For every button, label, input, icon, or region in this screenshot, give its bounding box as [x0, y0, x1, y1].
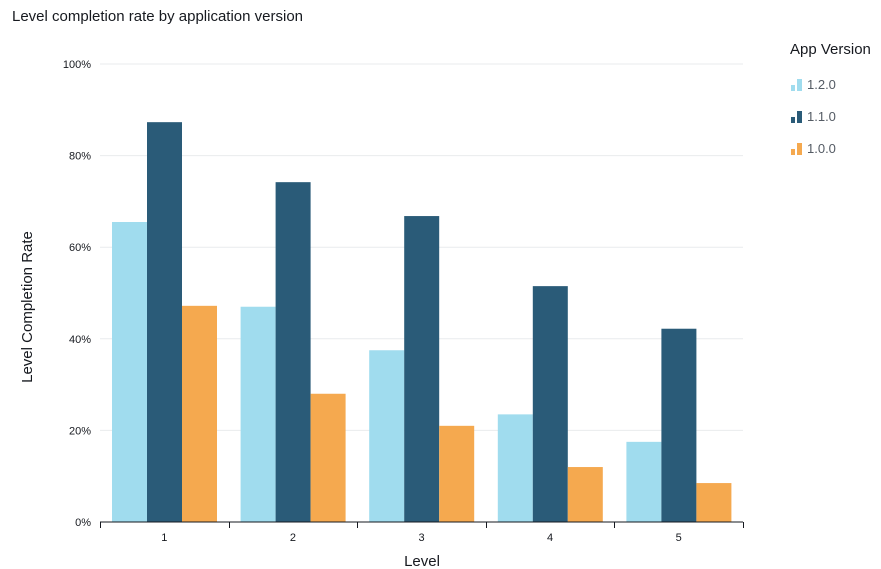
- y-tick-label: 60%: [69, 242, 91, 254]
- bar-chart-icon: [791, 77, 803, 91]
- y-tick-label: 100%: [63, 59, 91, 71]
- bar-1-2-0-level-1[interactable]: [112, 222, 147, 522]
- bar-1-0-0-level-5[interactable]: [696, 483, 732, 522]
- bar-1-2-0-level-3[interactable]: [369, 350, 405, 522]
- bar-1-2-0-level-2[interactable]: [240, 306, 276, 522]
- bar-1-1-0-level-2[interactable]: [275, 182, 311, 522]
- x-tick-label: 2: [290, 532, 296, 544]
- bar-1-2-0-level-4[interactable]: [497, 414, 533, 522]
- y-tick-label: 0%: [75, 517, 91, 529]
- legend-label: 1.2.0: [807, 76, 836, 92]
- y-tick-label: 20%: [69, 425, 91, 437]
- bar-1-1-0-level-3[interactable]: [404, 216, 440, 522]
- y-tick-label: 40%: [69, 334, 91, 346]
- bar-1-0-0-level-4[interactable]: [567, 467, 603, 522]
- legend-item-1-0-0[interactable]: 1.0.0: [790, 140, 871, 156]
- legend-items: 1.2.0 1.1.0 1.0.0: [790, 76, 871, 156]
- bar-1-1-0-level-1[interactable]: [147, 122, 182, 522]
- legend-label: 1.0.0: [807, 140, 836, 156]
- bar-chart-icon: [791, 109, 803, 123]
- legend: App Version 1.2.0 1.1.0 1.0.0: [790, 41, 871, 172]
- bar-1-1-0-level-5[interactable]: [661, 328, 697, 522]
- x-tick-label: 3: [418, 532, 424, 544]
- legend-title: App Version: [790, 41, 871, 58]
- legend-label: 1.1.0: [807, 108, 836, 124]
- x-tick-label: 1: [161, 532, 167, 544]
- bar-1-0-0-level-3[interactable]: [439, 425, 475, 522]
- x-tick-label: 4: [547, 532, 553, 544]
- bar-1-0-0-level-2[interactable]: [310, 393, 346, 522]
- chart-title: Level completion rate by application ver…: [12, 8, 303, 25]
- x-tick-label: 5: [676, 532, 682, 544]
- bar-chart-icon: [791, 141, 803, 155]
- axes: 0% 20% 40% 60% 80% 100% 1 2 3 4 5: [63, 59, 744, 544]
- legend-item-1-1-0[interactable]: 1.1.0: [790, 108, 871, 124]
- legend-item-1-2-0[interactable]: 1.2.0: [790, 76, 871, 92]
- bars: [112, 122, 732, 522]
- x-axis-label: Level: [404, 553, 440, 569]
- bar-1-2-0-level-5[interactable]: [626, 441, 662, 522]
- bar-1-1-0-level-4[interactable]: [532, 286, 568, 522]
- bar-1-0-0-level-1[interactable]: [182, 305, 217, 522]
- y-axis-label: Level Completion Rate: [19, 231, 36, 383]
- y-tick-label: 80%: [69, 151, 91, 163]
